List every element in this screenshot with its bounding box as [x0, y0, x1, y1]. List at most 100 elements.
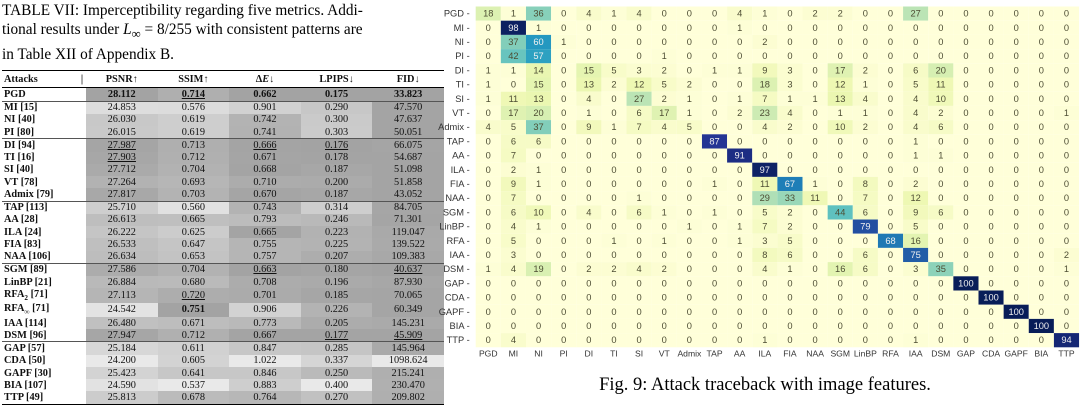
- svg-text:PGD: PGD: [479, 348, 498, 358]
- svg-text:23: 23: [760, 108, 770, 118]
- svg-text:0: 0: [813, 51, 818, 61]
- svg-text:DSM: DSM: [931, 348, 950, 358]
- svg-text:0: 0: [1064, 94, 1069, 104]
- svg-text:0: 0: [561, 293, 566, 303]
- svg-text:0: 0: [712, 37, 717, 47]
- svg-text:0: 0: [888, 222, 893, 232]
- svg-text:0: 0: [611, 94, 616, 104]
- svg-text:0: 0: [662, 335, 667, 345]
- svg-text:BIA -: BIA -: [450, 321, 470, 331]
- svg-text:0: 0: [561, 151, 566, 161]
- svg-text:0: 0: [1014, 165, 1019, 175]
- svg-text:18: 18: [760, 80, 770, 90]
- svg-text:0: 0: [712, 9, 717, 19]
- svg-text:0: 0: [813, 80, 818, 90]
- svg-text:57: 57: [533, 51, 543, 61]
- svg-text:27: 27: [634, 94, 644, 104]
- svg-text:GAPF: GAPF: [1005, 348, 1028, 358]
- svg-text:68: 68: [885, 236, 895, 246]
- svg-text:0: 0: [963, 250, 968, 260]
- svg-text:MI -: MI -: [454, 23, 470, 33]
- svg-text:0: 0: [486, 250, 491, 260]
- svg-text:0: 0: [712, 236, 717, 246]
- svg-text:0: 0: [737, 264, 742, 274]
- svg-text:2: 2: [762, 37, 767, 47]
- svg-text:0: 0: [712, 307, 717, 317]
- svg-text:0: 0: [1014, 94, 1019, 104]
- svg-text:0: 0: [1039, 94, 1044, 104]
- svg-text:7: 7: [511, 151, 516, 161]
- svg-text:0: 0: [1014, 80, 1019, 90]
- svg-text:1: 1: [787, 94, 792, 104]
- svg-text:14: 14: [533, 65, 543, 75]
- svg-text:0: 0: [1064, 165, 1069, 175]
- svg-text:0: 0: [813, 207, 818, 217]
- svg-text:0: 0: [687, 193, 692, 203]
- svg-text:0: 0: [511, 307, 516, 317]
- svg-text:0: 0: [1014, 37, 1019, 47]
- svg-text:0: 0: [1014, 335, 1019, 345]
- svg-text:0: 0: [1014, 236, 1019, 246]
- svg-text:0: 0: [888, 9, 893, 19]
- svg-text:0: 0: [988, 222, 993, 232]
- svg-text:0: 0: [586, 151, 591, 161]
- svg-text:0: 0: [486, 207, 491, 217]
- svg-text:0: 0: [561, 51, 566, 61]
- svg-text:75: 75: [910, 250, 920, 260]
- svg-text:0: 0: [913, 37, 918, 47]
- svg-text:5: 5: [662, 80, 667, 90]
- svg-text:0: 0: [586, 250, 591, 260]
- svg-text:0: 0: [511, 278, 516, 288]
- svg-text:6: 6: [511, 207, 516, 217]
- svg-text:0: 0: [737, 278, 742, 288]
- svg-text:0: 0: [787, 37, 792, 47]
- svg-text:1: 1: [536, 179, 541, 189]
- svg-text:1: 1: [1064, 264, 1069, 274]
- svg-text:0: 0: [888, 51, 893, 61]
- svg-text:7: 7: [863, 193, 868, 203]
- svg-text:0: 0: [737, 165, 742, 175]
- svg-text:0: 0: [988, 207, 993, 217]
- svg-text:0: 0: [762, 293, 767, 303]
- svg-text:0: 0: [813, 321, 818, 331]
- svg-text:0: 0: [561, 335, 566, 345]
- svg-text:17: 17: [835, 65, 845, 75]
- svg-text:0: 0: [737, 122, 742, 132]
- svg-text:0: 0: [712, 94, 717, 104]
- svg-text:0: 0: [1064, 151, 1069, 161]
- svg-text:0: 0: [762, 151, 767, 161]
- svg-text:BIA: BIA: [1034, 348, 1048, 358]
- svg-text:1: 1: [787, 264, 792, 274]
- svg-text:0: 0: [888, 193, 893, 203]
- svg-text:3: 3: [913, 264, 918, 274]
- svg-text:0: 0: [687, 179, 692, 189]
- svg-text:0: 0: [1014, 321, 1019, 331]
- svg-text:19: 19: [533, 264, 543, 274]
- svg-text:1: 1: [712, 65, 717, 75]
- svg-text:1: 1: [611, 9, 616, 19]
- svg-text:4: 4: [762, 122, 767, 132]
- svg-text:GAP -: GAP -: [445, 278, 470, 288]
- svg-text:0: 0: [838, 307, 843, 317]
- svg-text:6: 6: [913, 65, 918, 75]
- svg-text:0: 0: [687, 51, 692, 61]
- svg-text:TTP -: TTP -: [447, 335, 470, 345]
- svg-text:0: 0: [787, 23, 792, 33]
- svg-text:0: 0: [737, 207, 742, 217]
- svg-text:1: 1: [536, 165, 541, 175]
- svg-text:0: 0: [938, 9, 943, 19]
- svg-text:0: 0: [1014, 264, 1019, 274]
- svg-text:0: 0: [1064, 293, 1069, 303]
- svg-text:6: 6: [938, 122, 943, 132]
- svg-text:0: 0: [888, 293, 893, 303]
- svg-text:0: 0: [787, 136, 792, 146]
- svg-text:0: 0: [888, 307, 893, 317]
- svg-text:0: 0: [511, 321, 516, 331]
- svg-text:0: 0: [1039, 236, 1044, 246]
- svg-text:0: 0: [586, 236, 591, 246]
- svg-text:SGM -: SGM -: [443, 207, 470, 217]
- svg-text:9: 9: [762, 65, 767, 75]
- svg-text:0: 0: [888, 335, 893, 345]
- svg-text:20: 20: [533, 108, 543, 118]
- svg-text:0: 0: [988, 335, 993, 345]
